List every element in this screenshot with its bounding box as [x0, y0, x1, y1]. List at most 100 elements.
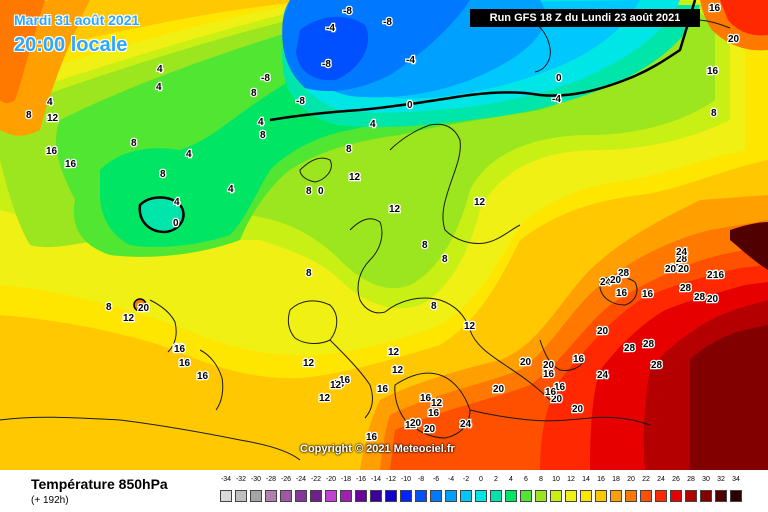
isotherm-label: -8 [343, 6, 352, 17]
isotherm-label: 20 [551, 394, 563, 405]
isotherm-label: -4 [552, 94, 561, 105]
isotherm-label: 12 [47, 113, 59, 124]
isotherm-label: 8 [306, 268, 312, 279]
scale-swatch [490, 490, 502, 502]
scale-label: 16 [597, 476, 605, 483]
scale-swatch [730, 490, 742, 502]
isotherm-label: 20 [410, 418, 422, 429]
valid-date-label: Mardi 31 août 2021 [14, 12, 140, 28]
field-hot-northeast-core [720, 0, 768, 36]
scale-swatch [610, 490, 622, 502]
scale-label: 26 [672, 476, 680, 483]
isotherm-label: 16 [65, 159, 77, 170]
isotherm-label: 4 [47, 97, 53, 108]
isotherm-label: 8 [346, 144, 352, 155]
isotherm-label: 12 [474, 197, 486, 208]
scale-swatch [220, 490, 232, 502]
scale-label: -16 [355, 476, 367, 483]
isotherm-label: 20 [707, 294, 719, 305]
scale-label: -4 [447, 476, 455, 483]
isotherm-label: 8 [431, 301, 437, 312]
isotherm-label: 16 [197, 371, 209, 382]
temperature-map: -8 -8 -4 -8 -8 -4 -8 0 -4 0 4 4 8 8 4 8 12 16 16 4 8 4 4 8 0 4 8 4 0… [0, 0, 768, 470]
isotherm-label: 8 [711, 108, 717, 119]
isotherm-label: 12 [389, 204, 401, 215]
isotherm-label: 20 [543, 360, 555, 371]
scale-swatch [265, 490, 277, 502]
scale-swatch [655, 490, 667, 502]
isotherm-label: 20 [493, 384, 505, 395]
scale-swatch [325, 490, 337, 502]
isotherm-label: 8 [306, 186, 312, 197]
isotherm-label: 16 [642, 289, 654, 300]
isotherm-label: 28 [680, 283, 692, 294]
scale-label: -32 [235, 476, 247, 483]
isotherm-label: 20 [572, 404, 584, 415]
run-info-label: Run GFS 18 Z du Lundi 23 août 2021 [470, 9, 700, 27]
scale-label: 18 [612, 476, 620, 483]
isotherm-label: 4 [174, 197, 180, 208]
scale-swatch [640, 490, 652, 502]
isotherm-label: 16 [616, 288, 628, 299]
isotherm-label: 28 [694, 292, 706, 303]
isotherm-label: 16 [420, 393, 432, 404]
isotherm-label: 16 [179, 358, 191, 369]
scale-label: 10 [552, 476, 560, 483]
scale-label: -28 [265, 476, 277, 483]
isotherm-label: 8 [251, 88, 257, 99]
isotherm-label: 20 [728, 34, 740, 45]
isotherm-label: 16 [173, 343, 185, 354]
isotherm-label: 4 [186, 149, 192, 160]
parameter-title: Température 850hPa [31, 476, 168, 492]
isotherm-label: 20 [493, 384, 505, 395]
scale-swatch [565, 490, 577, 502]
scale-swatch [385, 490, 397, 502]
scale-label: -22 [310, 476, 322, 483]
isotherm-label: 16 [545, 387, 557, 398]
isotherm-label: 28 [624, 343, 636, 354]
scale-label: 20 [627, 476, 635, 483]
isotherm-label: 16 [428, 408, 440, 419]
scale-label: 4 [509, 476, 513, 483]
scale-label: -10 [400, 476, 412, 483]
isotherm-label: 12 [464, 321, 476, 332]
isotherm-label: 8 [106, 302, 112, 313]
scale-label: -34 [220, 476, 232, 483]
isotherm-label: 12 [431, 398, 443, 409]
isotherm-label: 24 [597, 370, 609, 381]
scale-swatch [595, 490, 607, 502]
scale-swatch [235, 490, 247, 502]
field-32 [730, 222, 768, 270]
scale-swatch [250, 490, 262, 502]
isotherm-label: 20 [597, 326, 609, 337]
isotherm-label: 12 [330, 380, 342, 391]
isotherm-label: 16 [543, 369, 555, 380]
scale-swatch [715, 490, 727, 502]
scale-swatch [370, 490, 382, 502]
scale-label: -12 [385, 476, 397, 483]
scale-label: 6 [524, 476, 528, 483]
isotherm-label: -8 [322, 59, 331, 70]
scale-swatch [355, 490, 367, 502]
lead-time-label: (+ 192h) [31, 495, 69, 506]
scale-swatch [580, 490, 592, 502]
scale-swatch [535, 490, 547, 502]
scale-swatch [400, 490, 412, 502]
isotherm-label: -4 [326, 23, 335, 34]
scale-swatch [460, 490, 472, 502]
isotherm-label: 12 [123, 313, 135, 324]
scale-label: -2 [462, 476, 470, 483]
scale-swatch [550, 490, 562, 502]
scale-label: 24 [657, 476, 665, 483]
isotherm-label: 24 [460, 419, 472, 430]
isotherm-label: -8 [296, 96, 305, 107]
scale-label: -26 [280, 476, 292, 483]
isotherm-label: 20 [138, 303, 150, 314]
isotherm-label: 8 [442, 254, 448, 265]
freezing-line [269, 0, 697, 122]
scale-label: 0 [479, 476, 483, 483]
coastlines [0, 14, 731, 461]
isotherm-label: 20 [678, 264, 690, 275]
isotherm-label: 0 [556, 73, 562, 84]
isotherm-label: 8 [131, 138, 137, 149]
